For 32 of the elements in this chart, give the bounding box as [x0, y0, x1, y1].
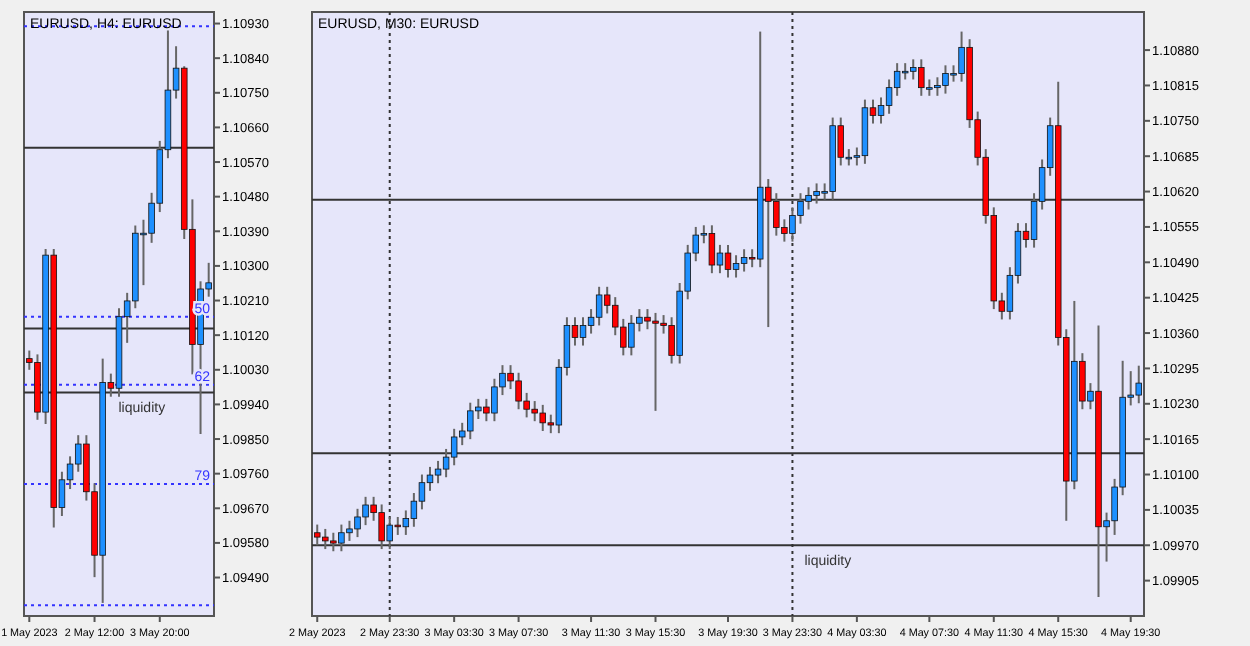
candlestick [595, 285, 603, 327]
candlestick [314, 523, 321, 547]
candlestick [724, 243, 732, 279]
candlestick [386, 515, 393, 551]
candlestick [467, 401, 474, 441]
candlestick [330, 531, 337, 553]
candlestick [539, 403, 546, 432]
candlestick [378, 503, 385, 551]
candlestick [861, 98, 869, 165]
candlestick [450, 427, 458, 467]
candlestick [531, 400, 538, 423]
candlestick [732, 254, 740, 279]
candlestick [322, 527, 329, 551]
candlestick [652, 311, 659, 412]
candlestick [942, 64, 949, 95]
candlestick [910, 58, 917, 81]
candlestick [708, 224, 716, 275]
candlestick [338, 523, 345, 553]
candlestick [765, 178, 772, 329]
candlestick [346, 519, 353, 542]
candlestick [579, 316, 587, 347]
candlestick [628, 314, 635, 357]
candlestick [805, 186, 812, 211]
candlestick [515, 371, 522, 411]
candlestick [1135, 364, 1142, 405]
candlestick [354, 507, 361, 539]
candlestick [402, 509, 410, 536]
candlestick [813, 182, 820, 205]
candlestick [644, 308, 651, 331]
candlestick [918, 58, 925, 97]
candlestick [773, 192, 780, 237]
candlestick [740, 248, 748, 273]
